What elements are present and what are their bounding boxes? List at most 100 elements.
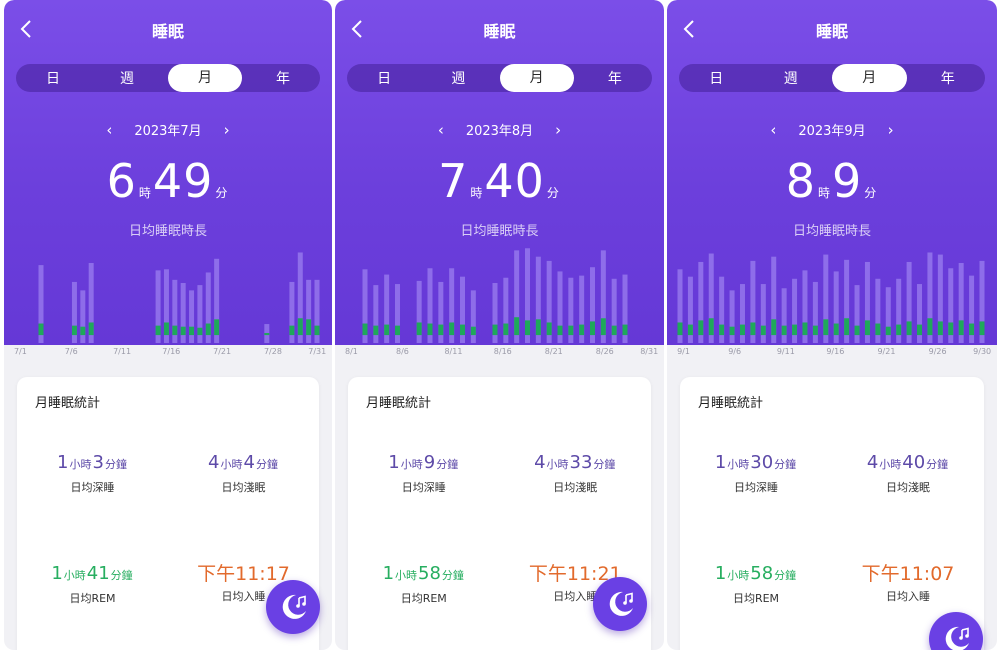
light-minutes: 33	[569, 452, 593, 473]
bedtime-label: 日均入睡	[553, 590, 598, 603]
x-tick-label: 9/26	[928, 347, 947, 356]
deep-sleep-bar	[896, 324, 902, 336]
bedtime-label: 日均入睡	[886, 590, 930, 603]
avg-sleep-label: 日均睡眠時長	[792, 224, 871, 239]
tab-period-1[interactable]: 週	[120, 71, 134, 87]
stat-light-sleep: 4小時40分鐘 日均淺眠	[832, 452, 984, 495]
sleep-total-bar	[812, 281, 818, 343]
tab-period-0[interactable]: 日	[377, 71, 392, 87]
sleep-total-bar	[314, 279, 320, 343]
rem-minutes: 58	[418, 563, 441, 584]
sleep-total-bar	[568, 277, 574, 343]
sleep-total-bar	[514, 250, 520, 343]
deep-sleep-bar	[864, 320, 870, 336]
sleep-total-bar	[739, 284, 745, 343]
minute-small-unit: 分鐘	[926, 458, 949, 471]
sleep-total-bar	[979, 260, 985, 343]
next-month-chevron-right-icon[interactable]: ›	[223, 120, 230, 139]
sleep-total-bar	[470, 290, 476, 343]
prev-month-chevron-left-icon[interactable]: ‹	[437, 120, 444, 139]
deep-sleep-label: 日均深睡	[734, 481, 778, 494]
sleep-music-fab[interactable]	[929, 612, 983, 650]
sleep-music-fab[interactable]	[593, 577, 647, 631]
monthly-sleep-chart	[362, 248, 628, 343]
sleep-total-bar	[896, 278, 902, 343]
tab-period-3[interactable]: 年	[940, 71, 955, 87]
tab-period-1[interactable]: 週	[451, 71, 466, 87]
sleep-total-bar	[750, 260, 756, 343]
tab-period-2[interactable]: 月	[499, 64, 574, 92]
tab-period-2[interactable]: 月	[832, 64, 907, 92]
chart-x-axis: 9/1 9/6 9/11 9/16 9/21 9/26 9/30	[667, 347, 997, 361]
sleep-total-bar	[917, 284, 923, 343]
sleep-total-bar	[163, 269, 169, 343]
next-month-chevron-right-icon[interactable]: ›	[887, 120, 894, 139]
sleep-total-bar	[579, 275, 585, 343]
deep-sleep-bar	[937, 321, 943, 336]
month-navigator: ‹ 2023年9月 ›	[667, 120, 997, 140]
x-tick-label: 8/11	[444, 347, 463, 356]
average-sleep-duration: 6 時49 分	[4, 154, 332, 208]
prev-month-chevron-left-icon[interactable]: ‹	[770, 120, 777, 139]
back-chevron-left-icon[interactable]	[347, 18, 369, 40]
deep-sleep-bar	[88, 322, 94, 336]
month-label: 2023年8月	[465, 124, 534, 139]
sleep-total-bar	[189, 290, 195, 343]
tab-period-0[interactable]: 日	[709, 71, 724, 87]
prev-month-chevron-left-icon[interactable]: ‹	[106, 120, 113, 139]
x-tick-label: 7/21	[213, 347, 232, 356]
deep-sleep-bar	[416, 322, 422, 336]
next-month-chevron-right-icon[interactable]: ›	[555, 120, 562, 139]
minute-small-unit: 分鐘	[593, 458, 616, 471]
sleep-total-bar	[844, 259, 850, 343]
rem-label: 日均REM	[69, 592, 116, 605]
deep-sleep-bar	[38, 323, 44, 336]
back-chevron-left-icon[interactable]	[679, 18, 701, 40]
x-tick-label: 7/31	[308, 347, 327, 356]
tab-period-3[interactable]: 年	[607, 71, 622, 87]
sleep-total-bar	[80, 290, 86, 343]
back-chevron-left-icon[interactable]	[16, 18, 38, 40]
sleep-total-bar	[395, 284, 400, 343]
sleep-total-bar	[948, 268, 954, 343]
sleep-music-fab[interactable]	[266, 580, 320, 634]
chart-x-axis: 8/1 8/6 8/11 8/16 8/21 8/26 8/31	[335, 347, 664, 361]
bedtime-value: 下午11:07	[861, 563, 955, 585]
stat-rem-sleep: 1小時41分鐘 日均REM	[17, 563, 168, 606]
tab-period-2[interactable]: 月	[168, 64, 242, 92]
rem-hours: 1	[714, 563, 727, 584]
sleep-total-bar	[885, 287, 891, 343]
hour-small-unit: 小時	[727, 569, 750, 582]
sleep-total-bar	[180, 283, 186, 343]
sleep-total-bar	[362, 269, 368, 343]
sleep-total-bar	[289, 281, 295, 343]
average-sleep-duration: 7 時40 分	[335, 154, 664, 208]
deep-sleep-bar	[289, 325, 295, 336]
sleep-total-bar	[927, 252, 933, 343]
rem-minutes: 58	[750, 563, 774, 584]
deep-sleep-bar	[677, 322, 683, 336]
sleep-screen-2: 睡眠 日週月年 ‹ 2023年8月 › 7 時40 分 日均睡眠時長 8/1 8/6 8…	[335, 0, 664, 650]
sleep-total-bar	[906, 261, 912, 343]
sleep-total-bar	[698, 261, 704, 343]
x-tick-label: 8/6	[396, 347, 409, 356]
tab-period-0[interactable]: 日	[46, 71, 60, 87]
tab-period-3[interactable]: 年	[276, 71, 290, 87]
page-title: 睡眠	[815, 22, 848, 41]
rem-hours: 1	[51, 563, 63, 584]
sleep-screen-1: 睡眠 日週月年 ‹ 2023年7月 › 6 時49 分 日均睡眠時長 7/1 7/6 7…	[4, 0, 332, 650]
avg-hours-value: 8	[785, 154, 816, 208]
hour-small-unit: 小時	[879, 458, 902, 471]
sleep-total-bar	[937, 254, 943, 343]
stats-title: 月睡眠統計	[366, 396, 432, 411]
sleep-total-bar	[306, 279, 312, 343]
deep-sleep-bar	[802, 322, 808, 336]
minute-small-unit: 分鐘	[104, 458, 127, 471]
deep-sleep-bar	[297, 318, 303, 336]
sleep-total-bar	[384, 274, 390, 343]
deep-sleep-bar	[214, 319, 220, 336]
deep-sleep-label: 日均深睡	[70, 481, 115, 494]
average-sleep-duration: 8 時9 分	[667, 154, 997, 208]
monthly-stats-card: 月睡眠統計 1小時30分鐘 日均深睡 4小時40分鐘 日均淺眠 1小時58分鐘 …	[680, 377, 984, 650]
tab-period-1[interactable]: 週	[783, 71, 798, 87]
